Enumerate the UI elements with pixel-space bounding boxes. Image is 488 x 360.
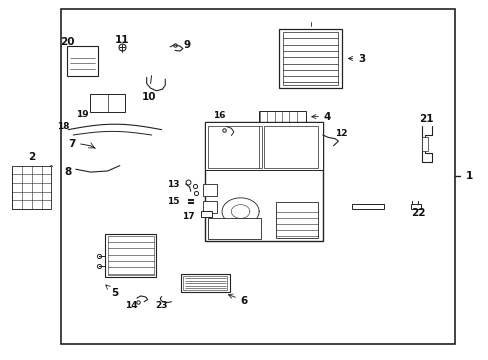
Bar [351,204,383,209]
Bar [205,122,322,170]
Bar [207,218,260,239]
Bar [203,184,217,196]
Bar [67,46,98,76]
Bar [264,126,317,167]
Text: 20: 20 [60,37,75,48]
Bar [183,276,227,290]
Text: 9: 9 [183,40,190,50]
Bar [105,234,156,277]
Text: 17: 17 [182,212,194,221]
Bar [201,211,212,217]
Text: 6: 6 [228,294,247,306]
Text: 23: 23 [155,301,167,310]
Text: 13: 13 [167,180,180,189]
Bar [275,202,317,238]
Bar [107,236,154,275]
Bar [410,204,420,209]
Text: 21: 21 [418,114,433,124]
Text: 18: 18 [57,122,70,131]
Text: 19: 19 [76,110,88,119]
Text: 8: 8 [65,167,72,177]
Text: 16: 16 [212,111,225,120]
Text: 10: 10 [142,92,156,102]
Bar [278,29,342,88]
Text: 2: 2 [28,152,35,162]
Bar [61,9,454,344]
Text: 3: 3 [348,54,365,63]
Bar [12,166,51,209]
Bar [90,94,124,112]
Bar [207,126,261,167]
Text: 15: 15 [167,197,180,206]
Bar [422,137,427,151]
Text: 5: 5 [105,285,118,298]
Bar [205,122,322,241]
Text: 11: 11 [115,35,129,45]
Bar [259,111,305,122]
Text: 14: 14 [124,301,137,310]
Bar [203,201,217,213]
Bar [181,274,229,292]
Bar [282,32,338,85]
Text: 12: 12 [334,129,347,138]
Text: 22: 22 [410,208,425,218]
Text: 7: 7 [68,139,76,149]
Text: 4: 4 [311,112,331,122]
Text: 1: 1 [465,171,472,181]
